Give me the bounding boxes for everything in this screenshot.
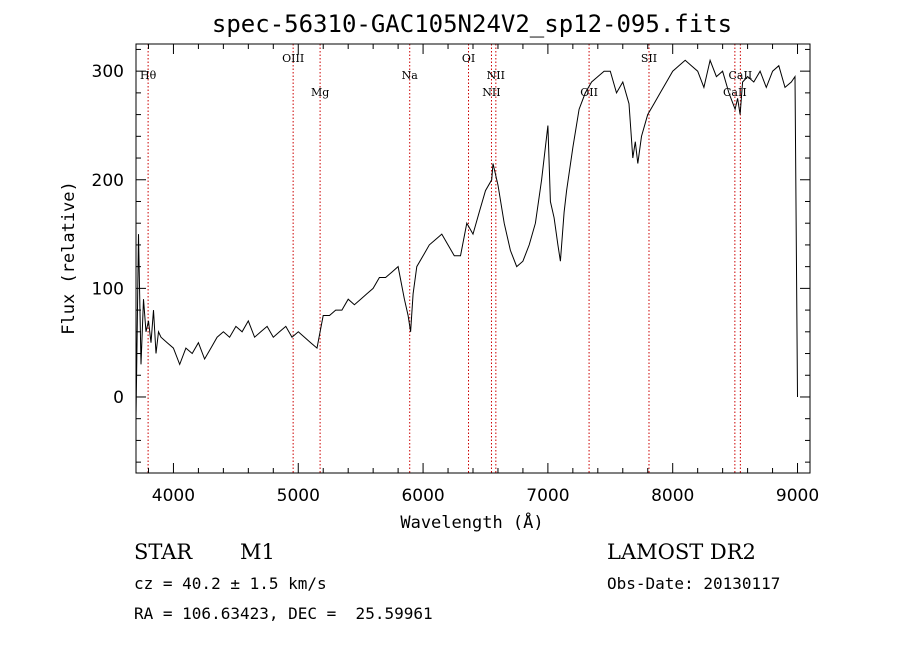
- x-tick-label-1: 5000: [277, 486, 320, 506]
- x-axis-label: Wavelength (Å): [400, 511, 543, 533]
- x-tick-label-5: 9000: [776, 486, 819, 506]
- line-marker-label-8: SII: [641, 52, 657, 65]
- line-marker-label-2: Mg: [311, 86, 329, 99]
- chart-title: spec-56310-GAC105N24V2_sp12-095.fits: [212, 10, 732, 38]
- y-axis-label: Flux (relative): [59, 181, 79, 335]
- y-tick-label-0: 0: [113, 388, 124, 408]
- axis-ticks: 4000 5000 6000 7000 8000 9000 0 100 200 300: [92, 44, 819, 506]
- x-tick-label-2: 6000: [401, 486, 444, 506]
- x-tick-label-3: 7000: [526, 486, 569, 506]
- line-marker-label-3: Na: [402, 69, 419, 82]
- x-tick-label-4: 8000: [651, 486, 694, 506]
- object-type: STAR: [134, 540, 193, 564]
- line-marker-label-0: Hθ: [140, 69, 157, 82]
- line-marker-label-4: OI: [462, 52, 475, 65]
- y-tick-label-2: 200: [92, 171, 124, 191]
- y-tick-label-1: 100: [92, 279, 124, 299]
- line-marker-label-5: NII: [482, 86, 500, 99]
- line-marker-label-6: NII: [487, 69, 505, 82]
- plot-frame: [135, 43, 811, 474]
- line-marker-label-10: CaII: [729, 69, 753, 82]
- line-marker-label-7: OII: [580, 86, 598, 99]
- line-markers: Hθ OIII Mg Na OI NII NII OII SII CaII CaII: [140, 44, 752, 473]
- y-tick-label-3: 300: [92, 62, 124, 82]
- observation-date: Obs-Date: 20130117: [607, 574, 781, 593]
- line-marker-label-1: OIII: [282, 52, 304, 65]
- x-tick-label-0: 4000: [152, 486, 195, 506]
- spectrum-line: [135, 58, 798, 419]
- line-marker-label-9: CaII: [723, 86, 747, 99]
- survey-name: LAMOST DR2: [607, 540, 756, 564]
- redshift-velocity: cz = 40.2 ± 1.5 km/s: [134, 574, 327, 593]
- coordinates: RA = 106.63423, DEC = 25.59961: [134, 604, 433, 623]
- object-subclass: M1: [240, 540, 275, 564]
